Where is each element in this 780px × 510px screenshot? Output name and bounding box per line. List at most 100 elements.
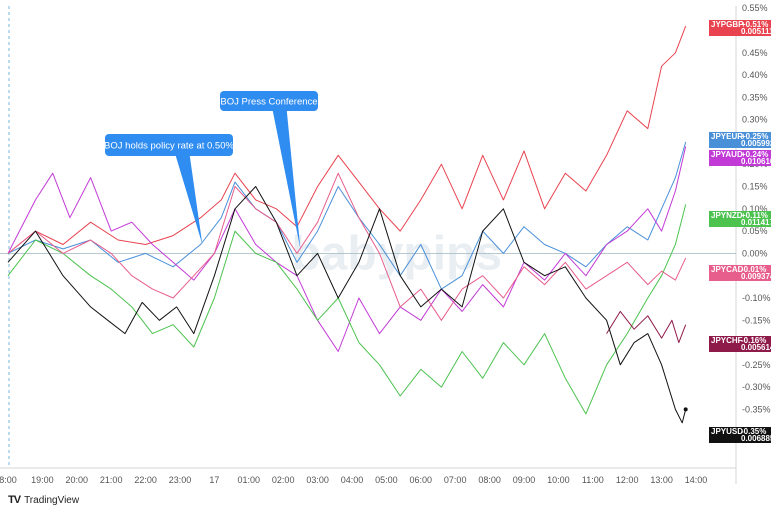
x-tick-label: 03:00 <box>306 475 329 485</box>
series-tag-last: 0.006885 <box>741 434 775 443</box>
plot-area: babypips <box>0 6 737 484</box>
series-tag-box <box>709 265 739 281</box>
series-line-jpyaud <box>7 146 687 352</box>
series-tag-value-box <box>739 150 771 166</box>
series-tag-value-box <box>739 265 771 281</box>
series-tag-change: +0.11% <box>741 211 768 220</box>
callout-pointer <box>175 156 203 245</box>
series-line-jpyeur <box>7 141 687 290</box>
series-tags: JYPGBP+0.51%0.005111 JPYEUR+0.25%0.005992… <box>709 20 775 443</box>
x-tick-label: 10:00 <box>547 475 570 485</box>
y-tick-label: -0.35% <box>742 404 771 414</box>
series-tag-last: 0.005992 <box>741 139 775 148</box>
series-tag-jpyaud: JPYAUD+0.24%0.010610 <box>709 150 775 166</box>
y-tick-label: -0.10% <box>742 293 771 303</box>
callout-boj-press: BOJ Press Conference <box>220 91 318 249</box>
y-tick-label: 0.30% <box>742 115 768 125</box>
tradingview-label: TradingView <box>24 494 80 506</box>
series-tag-last: 0.005111 <box>741 27 774 36</box>
callout-pointer <box>272 111 301 249</box>
x-tick-label: 14:00 <box>685 475 708 485</box>
y-tick-label: 0.45% <box>742 48 768 58</box>
annotations-layer: BOJ holds policy rate at 0.50% BOJ Press … <box>104 91 318 249</box>
series-tag-jpynzd: JPYNZD+0.11%0.011417 <box>709 211 774 227</box>
series-tag-name: JYPGBP <box>711 20 744 29</box>
series-tag-jypgbp: JYPGBP+0.51%0.005111 <box>709 20 774 36</box>
x-tick-label: 05:00 <box>375 475 398 485</box>
y-tick-label: 0.00% <box>742 248 768 258</box>
x-tick-label: 07:00 <box>444 475 467 485</box>
x-tick-label: 23:00 <box>169 475 192 485</box>
series-tag-box <box>709 427 739 443</box>
tradingview-icon: TV <box>8 494 21 506</box>
callout-text: BOJ holds policy rate at 0.50% <box>104 141 234 152</box>
series-tag-jpyeur: JPYEUR+0.25%0.005992 <box>709 132 775 148</box>
series-tag-name: JPYCHF <box>711 336 743 345</box>
x-tick-label: 02:00 <box>272 475 295 485</box>
series-tag-name: JPYNZD <box>711 211 743 220</box>
series-line-jpynzd <box>7 204 687 415</box>
series-tag-change: -0.01% <box>741 265 766 274</box>
y-tick-label: 0.55% <box>742 3 768 13</box>
x-tick-label: 21:00 <box>100 475 123 485</box>
callout-box <box>220 91 318 111</box>
y-tick-label: -0.30% <box>742 382 771 392</box>
watermark-logo: babypips <box>291 227 502 280</box>
last-point-marker <box>683 407 688 412</box>
x-tick-label: 17 <box>209 475 219 485</box>
y-tick-label: -0.25% <box>742 360 771 370</box>
series-tag-change: -0.16% <box>741 336 766 345</box>
x-tick-label: 22:00 <box>134 475 157 485</box>
series-tag-value-box <box>739 132 771 148</box>
series-tag-change: -0.35% <box>741 427 766 436</box>
x-tick-label: 13:00 <box>650 475 673 485</box>
series-tag-last: 0.011417 <box>741 218 774 227</box>
series-tag-value-box <box>739 211 771 227</box>
x-tick-label: 04:00 <box>341 475 364 485</box>
series-tag-name: JPYEUR <box>711 132 743 141</box>
tradingview-logo: TV TradingView <box>8 494 79 506</box>
series-tag-change: +0.25% <box>741 132 768 141</box>
series-tag-jpyusd: JPYUSD-0.35%0.006885 <box>709 427 775 443</box>
series-tag-box <box>709 336 739 352</box>
series-tag-name: JPYAUD <box>711 150 743 159</box>
series-tag-last: 0.009374 <box>741 272 775 281</box>
series-tag-box <box>709 20 739 36</box>
x-tick-label: 20:00 <box>66 475 89 485</box>
y-tick-label: 0.15% <box>742 182 768 192</box>
series-tag-change: +0.51% <box>741 20 768 29</box>
callout-boj-policy: BOJ holds policy rate at 0.50% <box>104 134 235 245</box>
series-tag-box <box>709 150 739 166</box>
y-tick-label: 0.05% <box>742 226 768 236</box>
series-tag-box <box>709 132 739 148</box>
series-tag-value-box <box>739 20 771 36</box>
series-tag-name: JPYUSD <box>711 427 743 436</box>
y-tick-label: -0.15% <box>742 315 771 325</box>
callout-box <box>105 134 233 156</box>
series-layer <box>7 25 688 424</box>
x-axis: 8:00 19:00 20:00 21:00 22:00 23:00 17 01:00 02:0… <box>0 475 707 485</box>
series-line-jpychf <box>606 310 687 344</box>
x-tick-label: 8:00 <box>0 475 17 485</box>
callout-text: BOJ Press Conference <box>220 97 317 108</box>
x-tick-label: 11:00 <box>582 475 604 485</box>
y-tick-label: 0.40% <box>742 70 768 80</box>
series-tag-last: 0.010610 <box>741 157 775 166</box>
series-tag-value-box <box>739 336 771 352</box>
series-tag-box <box>709 211 739 227</box>
series-tag-jpychf: JPYCHF-0.16%0.005614 <box>709 336 775 352</box>
series-tag-value-box <box>739 427 771 443</box>
x-tick-label: 19:00 <box>31 475 54 485</box>
x-tick-label: 12:00 <box>616 475 639 485</box>
series-line-jpyusd <box>7 186 687 424</box>
y-tick-label: 0.10% <box>742 204 768 214</box>
y-tick-label: 0.35% <box>742 92 768 102</box>
series-tag-change: +0.24% <box>741 150 768 159</box>
x-tick-label: 08:00 <box>478 475 501 485</box>
series-tag-jpycad: JPYCAD-0.01%0.009374 <box>709 265 775 281</box>
x-tick-label: 06:00 <box>410 475 433 485</box>
series-tag-name: JPYCAD <box>711 265 744 274</box>
x-tick-label: 01:00 <box>238 475 261 485</box>
x-tick-label: 09:00 <box>513 475 536 485</box>
